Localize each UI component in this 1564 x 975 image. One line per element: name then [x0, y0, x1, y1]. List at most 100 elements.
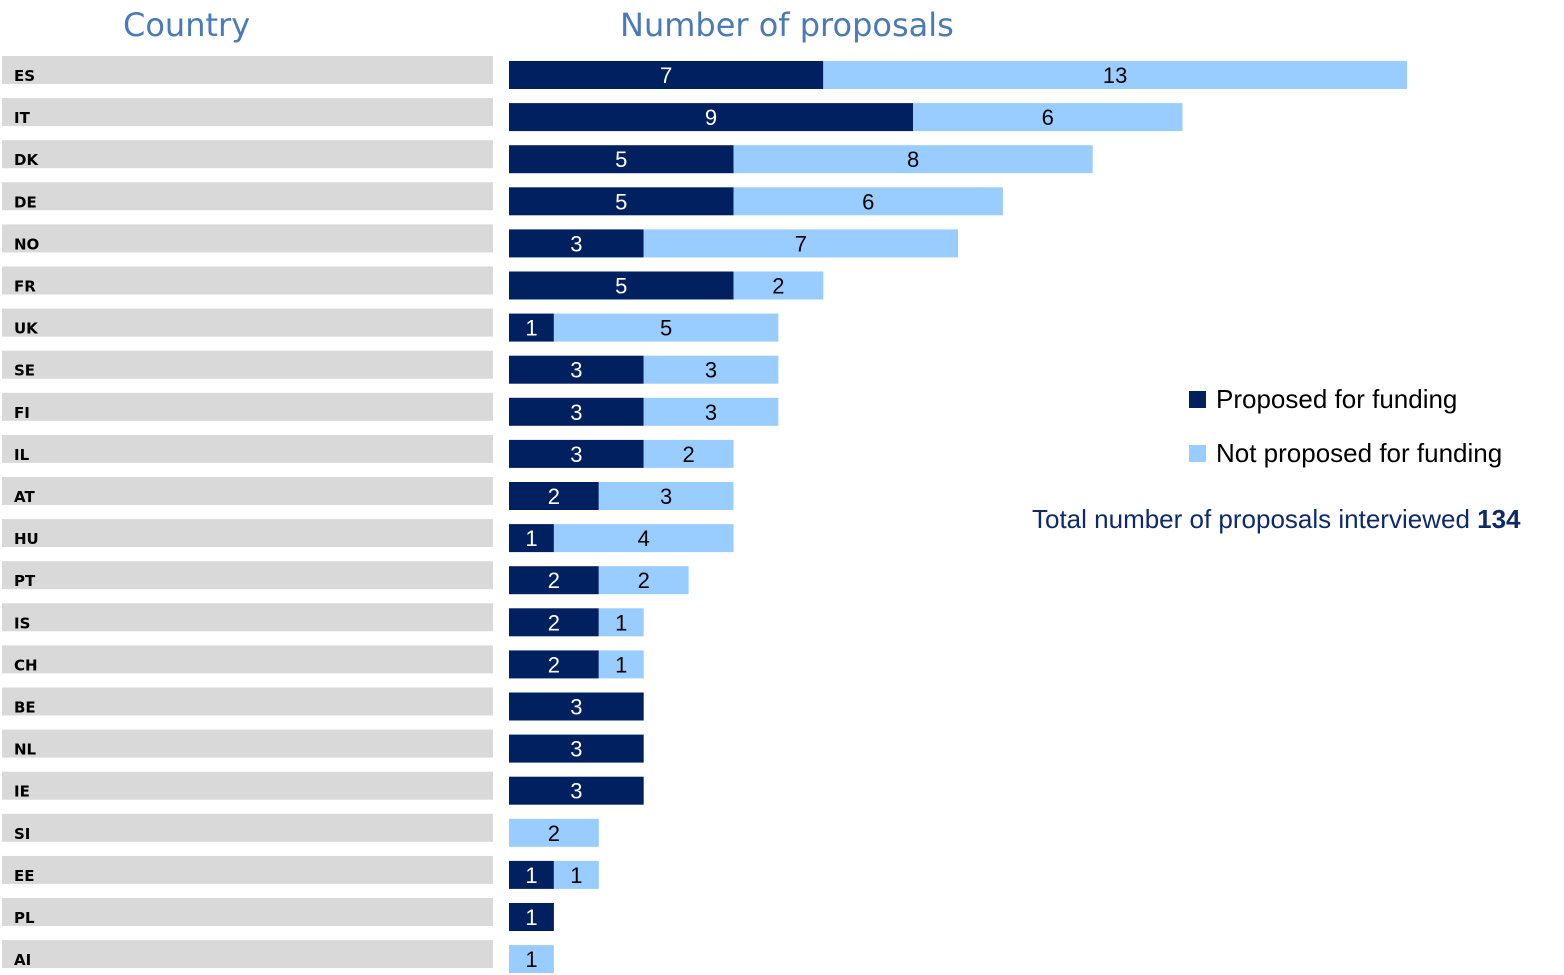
value-label-funded-pt: 2 — [548, 568, 560, 593]
value-label-not-funded-si: 2 — [548, 821, 560, 846]
country-label-hu: HU — [14, 530, 39, 548]
value-label-funded-fi: 3 — [570, 400, 582, 425]
value-label-not-funded-pt: 2 — [638, 568, 650, 593]
country-label-nl: NL — [14, 741, 37, 759]
total-proposals: Total number of proposals interviewed 13… — [1032, 504, 1521, 535]
country-label-se: SE — [14, 362, 35, 380]
value-label-not-funded-no: 7 — [795, 231, 807, 256]
bar-funded-ee — [509, 860, 554, 889]
bar-funded-is — [509, 608, 599, 637]
legend-funded: Proposed for funding — [1189, 384, 1457, 415]
bar-not-funded-dk — [733, 145, 1093, 174]
bar-not-funded-hu — [553, 524, 734, 553]
value-label-not-funded-dk: 8 — [907, 147, 919, 172]
country-label-es: ES — [14, 67, 35, 85]
value-label-funded-se: 3 — [570, 358, 582, 383]
value-label-funded-be: 3 — [570, 695, 582, 720]
bar-funded-pl — [509, 903, 554, 931]
bar-not-funded-ch — [598, 650, 644, 679]
bar-not-funded-at — [598, 482, 734, 510]
value-label-not-funded-fr: 2 — [772, 274, 784, 299]
value-label-funded-ie: 3 — [570, 779, 582, 804]
legend-not-funded: Not proposed for funding — [1189, 438, 1502, 469]
bar-not-funded-es — [823, 61, 1407, 89]
value-label-not-funded-uk: 5 — [660, 316, 672, 341]
bar-funded-at — [509, 482, 599, 510]
country-label-fr: FR — [14, 278, 36, 296]
country-label-de: DE — [14, 193, 37, 211]
value-label-not-funded-de: 6 — [862, 189, 874, 214]
bar-funded-dk — [509, 145, 734, 174]
value-label-funded-it: 9 — [705, 105, 717, 130]
value-label-funded-hu: 1 — [525, 526, 537, 551]
bar-not-funded-is — [598, 608, 644, 637]
bar-not-funded-fr — [733, 271, 824, 300]
row-background-si — [2, 813, 493, 842]
row-background-pt — [2, 561, 493, 590]
bar-not-funded-si — [509, 818, 599, 847]
row-background-pl — [2, 898, 493, 926]
row-background-fr — [2, 266, 493, 295]
row-background-de — [2, 182, 493, 211]
value-label-funded-dk: 5 — [615, 147, 627, 172]
bar-not-funded-it — [913, 103, 1183, 132]
country-label-il: IL — [14, 446, 30, 464]
row-background-is — [2, 603, 493, 632]
value-label-funded-uk: 1 — [525, 316, 537, 341]
bar-funded-no — [509, 229, 644, 258]
bar-funded-ch — [509, 650, 599, 679]
bar-funded-es — [509, 61, 824, 89]
row-background-be — [2, 687, 493, 716]
country-label-si: SI — [14, 825, 30, 843]
bar-not-funded-ai — [509, 945, 554, 974]
bar-not-funded-pt — [598, 566, 689, 595]
country-label-pl: PL — [14, 909, 35, 927]
value-label-not-funded-ai: 1 — [525, 947, 537, 972]
legend-funded-swatch — [1189, 391, 1206, 408]
bar-not-funded-se — [643, 355, 779, 384]
bar-not-funded-de — [733, 187, 1003, 216]
row-background-nl — [2, 729, 493, 758]
bar-funded-be — [509, 692, 644, 721]
row-background-se — [2, 350, 493, 379]
value-label-funded-pl: 1 — [525, 905, 537, 930]
row-background-fi — [2, 392, 493, 421]
bar-funded-pt — [509, 566, 599, 595]
bar-funded-il — [509, 439, 644, 468]
country-label-is: IS — [14, 614, 30, 632]
bar-funded-nl — [509, 734, 644, 763]
country-column-title: Country — [123, 6, 251, 44]
bar-funded-ie — [509, 776, 644, 805]
row-background-uk — [2, 308, 493, 337]
row-background-ai — [2, 940, 493, 969]
country-label-fi: FI — [14, 404, 30, 422]
value-label-not-funded-il: 2 — [682, 442, 694, 467]
legend-not-funded-swatch — [1189, 445, 1206, 462]
value-label-not-funded-it: 6 — [1042, 105, 1054, 130]
bar-not-funded-ee — [553, 860, 599, 889]
total-label: Total number of proposals interviewed — [1032, 504, 1470, 534]
row-background-hu — [2, 519, 493, 548]
bar-not-funded-uk — [553, 313, 779, 342]
value-label-not-funded-se: 3 — [705, 358, 717, 383]
bar-funded-fr — [509, 271, 734, 300]
country-label-it: IT — [14, 109, 31, 127]
value-label-not-funded-es: 13 — [1103, 63, 1127, 88]
row-background-il — [2, 434, 493, 463]
bar-funded-uk — [509, 313, 554, 342]
country-label-pt: PT — [14, 572, 36, 590]
row-background-ee — [2, 855, 493, 884]
value-label-not-funded-fi: 3 — [705, 400, 717, 425]
legend-funded-label: Proposed for funding — [1216, 384, 1458, 414]
value-label-funded-ch: 2 — [548, 652, 560, 677]
bar-funded-fi — [509, 397, 644, 426]
value-label-funded-at: 2 — [548, 484, 560, 509]
row-background-es — [2, 56, 493, 84]
country-label-ie: IE — [14, 783, 30, 801]
bar-not-funded-fi — [643, 397, 779, 426]
value-label-not-funded-hu: 4 — [638, 526, 650, 551]
country-label-uk: UK — [14, 320, 39, 338]
country-label-ai: AI — [14, 951, 31, 969]
value-label-not-funded-ch: 1 — [615, 652, 627, 677]
